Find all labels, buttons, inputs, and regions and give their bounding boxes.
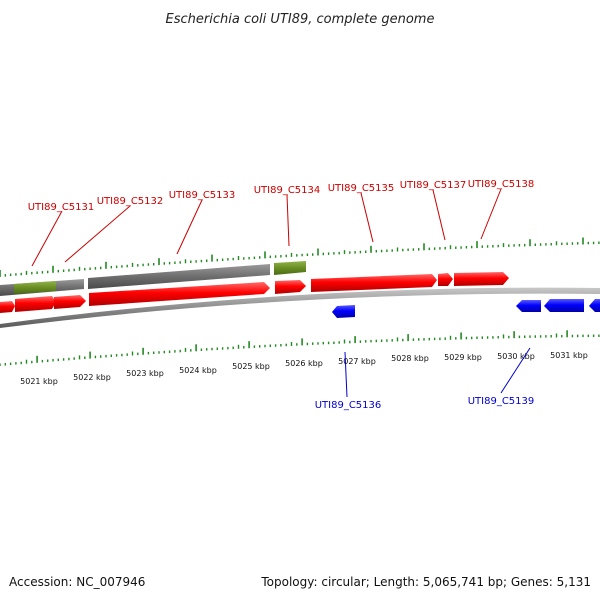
map-title: Escherichia coli UTI89, complete genome: [166, 12, 435, 27]
reverse-gene-labels: UTI89_C5136 UTI89_C5139: [315, 347, 535, 411]
label-leader-line: [344, 351, 348, 398]
axis-label: 5023 kbp: [126, 369, 164, 378]
axis-labels: 5021 kbp 5022 kbp 5023 kbp 5024 kbp 5025…: [20, 351, 588, 386]
forward-gene-arrow: [15, 296, 56, 312]
gene-label: UTI89_C5131: [28, 202, 95, 213]
label-leader-line: [480, 188, 502, 240]
label-leader-line: [286, 194, 290, 247]
label-leader-line: [31, 210, 63, 267]
axis-label: 5025 kbp: [232, 362, 270, 371]
label-leader-line: [360, 192, 374, 243]
forward-gene-arrow: [438, 273, 453, 286]
axis-label: 5024 kbp: [179, 366, 217, 375]
label-leader-line: [64, 205, 131, 263]
forward-gene-arrow: [89, 282, 270, 306]
gene-label: UTI89_C5139: [468, 396, 535, 407]
reverse-gene-arrow: [589, 299, 600, 312]
label-leader-line: [176, 199, 203, 255]
gene-label: UTI89_C5136: [315, 400, 382, 411]
axis-label: 5027 kbp: [338, 357, 376, 366]
reverse-gene-track: [332, 299, 600, 318]
accession-text: Accession: NC_007946: [9, 575, 145, 589]
label-leader-line: [432, 189, 446, 241]
axis-label: 5021 kbp: [20, 377, 58, 386]
lower-tick-ring: [0, 330, 600, 366]
upper-tick-ring: [0, 237, 600, 277]
forward-gene-arrow: [54, 295, 86, 309]
forward-gene-arrow: [0, 301, 15, 313]
gene-label: UTI89_C5134: [254, 185, 321, 196]
gc-segment-green: [14, 281, 56, 294]
forward-gene-arrow: [275, 280, 306, 294]
genome-backbone: [0, 287, 600, 328]
gene-label: UTI89_C5138: [468, 179, 535, 190]
axis-label: 5029 kbp: [444, 353, 482, 362]
axis-label: 5028 kbp: [391, 354, 429, 363]
axis-label: 5030 kbp: [497, 352, 535, 361]
gc-segment-green: [274, 261, 306, 275]
forward-gene-labels: UTI89_C5131 UTI89_C5132 UTI89_C5133 UTI8…: [28, 179, 535, 267]
forward-gene-arrow: [454, 272, 509, 286]
axis-label: 5031 kbp: [550, 351, 588, 360]
gene-label: UTI89_C5137: [400, 180, 467, 191]
forward-gene-arrow: [311, 274, 437, 292]
gene-label: UTI89_C5135: [328, 183, 395, 194]
gc-track: [0, 261, 306, 296]
gene-label: UTI89_C5133: [169, 190, 236, 201]
reverse-gene-arrow: [544, 299, 584, 312]
gc-segment-gray: [88, 264, 270, 289]
label-leader-line: [500, 347, 531, 394]
gene-label: UTI89_C5132: [97, 196, 164, 207]
reverse-gene-arrow: [332, 305, 355, 318]
axis-label: 5026 kbp: [285, 359, 323, 368]
reverse-gene-arrow: [516, 300, 541, 312]
forward-gene-track: [0, 272, 509, 313]
axis-label: 5022 kbp: [73, 373, 111, 382]
genome-summary-text: Topology: circular; Length: 5,065,741 bp…: [260, 575, 591, 589]
